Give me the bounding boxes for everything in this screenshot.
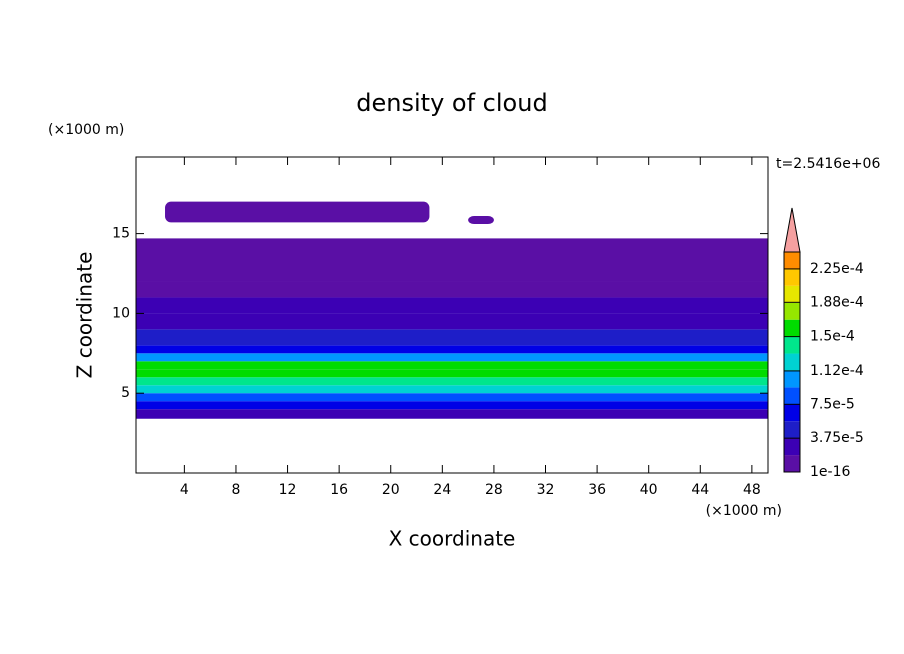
- contour-band: [136, 353, 768, 362]
- contour-band: [136, 345, 768, 354]
- colorbar-over: [783, 207, 801, 253]
- colorbar-tick-label: 2.25e-4: [810, 261, 864, 277]
- colorbar-tick-label: 1.88e-4: [810, 294, 864, 310]
- x-tick-label: 4: [180, 482, 189, 498]
- colorbar-segment: [784, 370, 800, 388]
- x-tick-label: 24: [433, 482, 451, 498]
- colorbar-segment: [784, 302, 800, 320]
- colorbar-tick-label: 3.75e-5: [810, 430, 864, 446]
- x-axis-label: X coordinate: [389, 527, 516, 551]
- colorbar-segment: [784, 285, 800, 303]
- chart-title: density of cloud: [356, 89, 547, 117]
- colorbar-segment: [784, 387, 800, 405]
- x-tick-label: 16: [330, 482, 348, 498]
- contour-band: [136, 238, 768, 282]
- y-tick-label: 10: [112, 305, 130, 321]
- contour-band: [136, 377, 768, 386]
- contour-band: [136, 361, 768, 370]
- contour-patch: [165, 201, 430, 223]
- contour-band: [136, 393, 768, 402]
- y-unit: (×1000 m): [48, 122, 124, 138]
- y-axis-label: Z coordinate: [73, 252, 97, 379]
- x-tick-label: 48: [743, 482, 761, 498]
- colorbar-tick-label: 1e-16: [810, 464, 850, 480]
- contour-band: [136, 401, 768, 410]
- contour-band: [136, 313, 768, 330]
- contour-band: [136, 409, 768, 419]
- x-tick-label: 20: [382, 482, 400, 498]
- colorbar-segment: [784, 404, 800, 422]
- colorbar-tick-label: 1.5e-4: [810, 329, 855, 345]
- contour-band: [136, 281, 768, 298]
- x-tick-label: 8: [231, 482, 240, 498]
- x-unit: (×1000 m): [706, 503, 782, 519]
- colorbar-segment: [784, 438, 800, 456]
- contour-band: [136, 369, 768, 378]
- colorbar-segment: [784, 336, 800, 354]
- contour-band: [136, 329, 768, 346]
- annotation: t=2.5416e+06: [776, 156, 880, 172]
- colorbar-segment: [784, 455, 800, 472]
- contour-band: [136, 385, 768, 394]
- colorbar-tick-label: 1.12e-4: [810, 363, 864, 379]
- colorbar-segment: [784, 353, 800, 371]
- colorbar-segment: [784, 252, 800, 269]
- x-tick-label: 36: [588, 482, 606, 498]
- x-tick-label: 40: [640, 482, 658, 498]
- x-tick-label: 44: [691, 482, 709, 498]
- colorbar-segment: [784, 268, 800, 286]
- contour-patch: [468, 216, 494, 225]
- contour-band: [136, 297, 768, 314]
- x-tick-label: 28: [485, 482, 503, 498]
- y-tick-label: 5: [121, 385, 130, 401]
- colorbar-tick-label: 7.5e-5: [810, 396, 855, 412]
- x-tick-label: 12: [279, 482, 297, 498]
- y-tick-label: 15: [112, 226, 130, 242]
- colorbar-segment: [784, 421, 800, 439]
- x-tick-label: 32: [537, 482, 555, 498]
- plot-frame: [135, 156, 769, 474]
- colorbar-segment: [784, 319, 800, 337]
